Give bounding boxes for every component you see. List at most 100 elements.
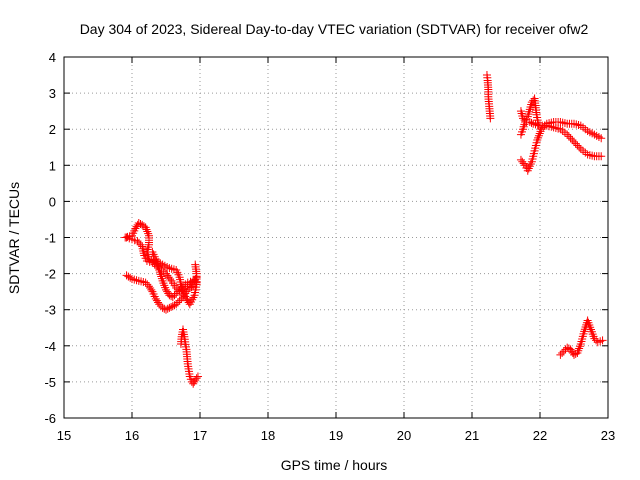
data-point: [535, 129, 544, 138]
y-tick-label: 1: [49, 158, 56, 173]
series-trace-j: [556, 316, 607, 359]
data-point: [141, 223, 150, 232]
x-tick-label: 21: [465, 428, 479, 443]
y-tick-label: -5: [44, 375, 56, 390]
data-point: [157, 272, 166, 281]
x-axis-title: GPS time / hours: [281, 457, 388, 473]
y-axis-title: SDTVAR / TECUs: [6, 182, 22, 294]
data-point: [558, 349, 567, 358]
data-point: [486, 114, 495, 123]
axis-ticks: [63, 56, 609, 419]
data-point: [126, 273, 135, 282]
data-point: [580, 327, 589, 336]
data-point: [141, 278, 150, 287]
data-point: [189, 276, 198, 285]
x-tick-label: 18: [261, 428, 275, 443]
gridlines: [64, 57, 608, 418]
data-point: [573, 141, 582, 150]
data-point: [189, 379, 198, 388]
data-point: [534, 121, 543, 130]
data-point: [534, 133, 543, 142]
data-points: [121, 71, 607, 388]
series-trace-f: [482, 71, 495, 123]
data-point: [173, 287, 182, 296]
data-point: [133, 237, 142, 246]
data-point: [192, 275, 201, 284]
data-point: [598, 336, 607, 345]
data-point: [155, 300, 164, 309]
data-point: [185, 284, 194, 293]
x-tick-label: 17: [193, 428, 207, 443]
data-point: [533, 136, 542, 145]
data-point: [144, 229, 153, 238]
data-point: [166, 275, 175, 284]
data-point: [175, 285, 184, 294]
y-tick-label: -4: [44, 339, 56, 354]
data-point: [168, 302, 177, 311]
x-tick-labels: 15 16 17 18 19 20 21 22 23: [57, 428, 615, 443]
data-point: [182, 287, 191, 296]
data-point: [154, 263, 163, 272]
data-point: [158, 303, 167, 312]
y-tick-label: -3: [44, 303, 56, 318]
data-point: [163, 304, 172, 313]
data-point: [563, 343, 572, 352]
data-point: [170, 291, 179, 300]
y-tick-labels: 4 3 2 1 0 -1 -2 -3 -4 -5 -6: [44, 50, 56, 426]
data-point: [153, 261, 162, 270]
data-point: [152, 257, 161, 266]
data-point: [168, 293, 177, 302]
y-tick-label: -1: [44, 231, 56, 246]
data-point: [597, 152, 606, 161]
y-tick-label: -2: [44, 267, 56, 282]
data-point: [570, 350, 578, 359]
x-tick-label: 15: [57, 428, 71, 443]
data-point: [167, 292, 176, 301]
data-point: [590, 334, 599, 343]
x-tick-label: 20: [397, 428, 411, 443]
data-point: [153, 259, 162, 268]
y-tick-label: -6: [44, 411, 56, 426]
data-point: [570, 137, 578, 146]
data-point: [134, 219, 143, 228]
data-point: [193, 372, 202, 381]
y-tick-label: 3: [49, 86, 56, 101]
series-trace-c: [122, 271, 201, 314]
data-point: [173, 298, 182, 307]
data-point: [143, 227, 152, 236]
data-point: [568, 136, 577, 145]
data-point: [563, 130, 572, 139]
data-point: [151, 255, 160, 264]
y-tick-label: 4: [49, 50, 56, 65]
data-point: [162, 305, 170, 314]
series-trace-e: [176, 325, 202, 388]
data-point: [172, 300, 181, 309]
data-point: [172, 289, 181, 298]
data-point: [156, 270, 165, 279]
y-tick-label: 2: [49, 122, 56, 137]
x-tick-label: 23: [601, 428, 615, 443]
data-point: [519, 159, 528, 168]
data-point: [559, 347, 568, 356]
data-point: [147, 285, 156, 294]
data-point: [136, 219, 145, 228]
data-point: [192, 374, 201, 383]
data-point: [142, 225, 151, 234]
data-point: [190, 275, 199, 284]
data-point: [575, 143, 584, 152]
data-point: [191, 260, 200, 269]
data-point: [155, 268, 164, 277]
data-point: [155, 265, 164, 274]
data-point: [534, 131, 543, 140]
data-point: [566, 134, 575, 143]
data-point: [136, 240, 145, 249]
data-point: [165, 303, 174, 312]
data-point: [157, 274, 166, 283]
data-point: [571, 139, 580, 148]
series-trace-i: [516, 94, 543, 139]
data-point: [564, 132, 573, 141]
data-point: [167, 302, 176, 311]
x-tick-label: 22: [533, 428, 547, 443]
y-tick-label: 0: [49, 194, 56, 209]
